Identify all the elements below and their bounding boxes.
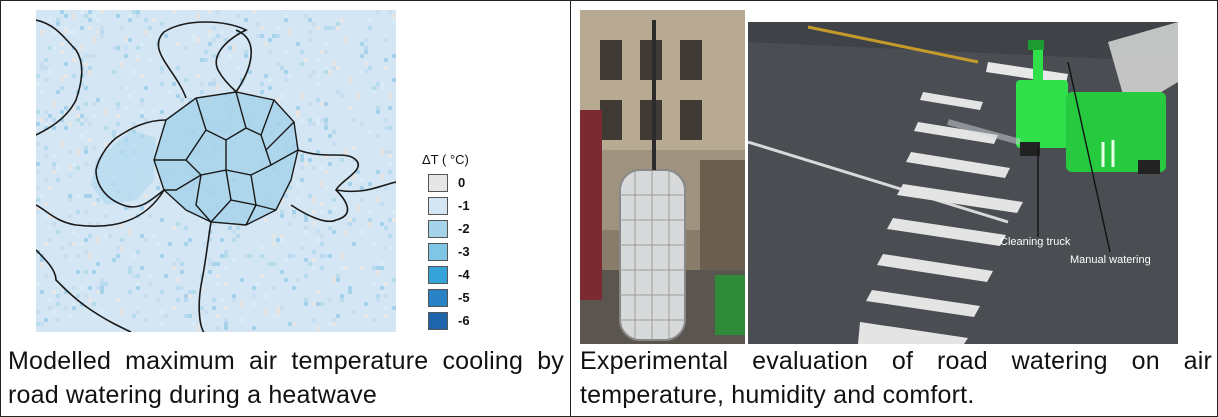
cooling-map xyxy=(36,10,396,332)
watering-annotation: Manual watering xyxy=(1070,254,1151,266)
legend-label: -5 xyxy=(458,290,470,305)
legend-label: -1 xyxy=(458,198,470,213)
legend-swatch xyxy=(428,243,448,261)
legend-entry: -5 xyxy=(428,289,498,309)
legend-swatch xyxy=(428,174,448,192)
legend-label: -3 xyxy=(458,244,470,259)
legend-swatch xyxy=(428,289,448,307)
left-caption: Modelled maximum air temperature cooling… xyxy=(8,347,564,409)
street-sensor-photo xyxy=(580,10,745,344)
right-caption: Experimental evaluation of road watering… xyxy=(580,347,1212,409)
legend-title: ΔT ( °C) xyxy=(422,152,469,167)
legend-label: -6 xyxy=(458,313,470,328)
truck-annotation: Cleaning truck xyxy=(1000,236,1071,248)
legend-entry: -3 xyxy=(428,243,498,263)
legend-swatch xyxy=(428,312,448,330)
panel-divider xyxy=(570,0,571,417)
legend-entry: -2 xyxy=(428,220,498,240)
legend-label: -2 xyxy=(458,221,470,236)
legend-entry: -6 xyxy=(428,312,498,332)
legend-swatch xyxy=(428,220,448,238)
legend-label: 0 xyxy=(458,175,466,190)
legend-entry: -1 xyxy=(428,197,498,217)
legend-swatch xyxy=(428,266,448,284)
legend-entry: -4 xyxy=(428,266,498,286)
color-legend: ΔT ( °C) 0 -1 -2 -3 -4 -5 -6 xyxy=(422,152,502,342)
legend-entry: 0 xyxy=(428,174,498,194)
road-watering-photo xyxy=(748,22,1178,344)
legend-swatch xyxy=(428,197,448,215)
legend-label: -4 xyxy=(458,267,470,282)
